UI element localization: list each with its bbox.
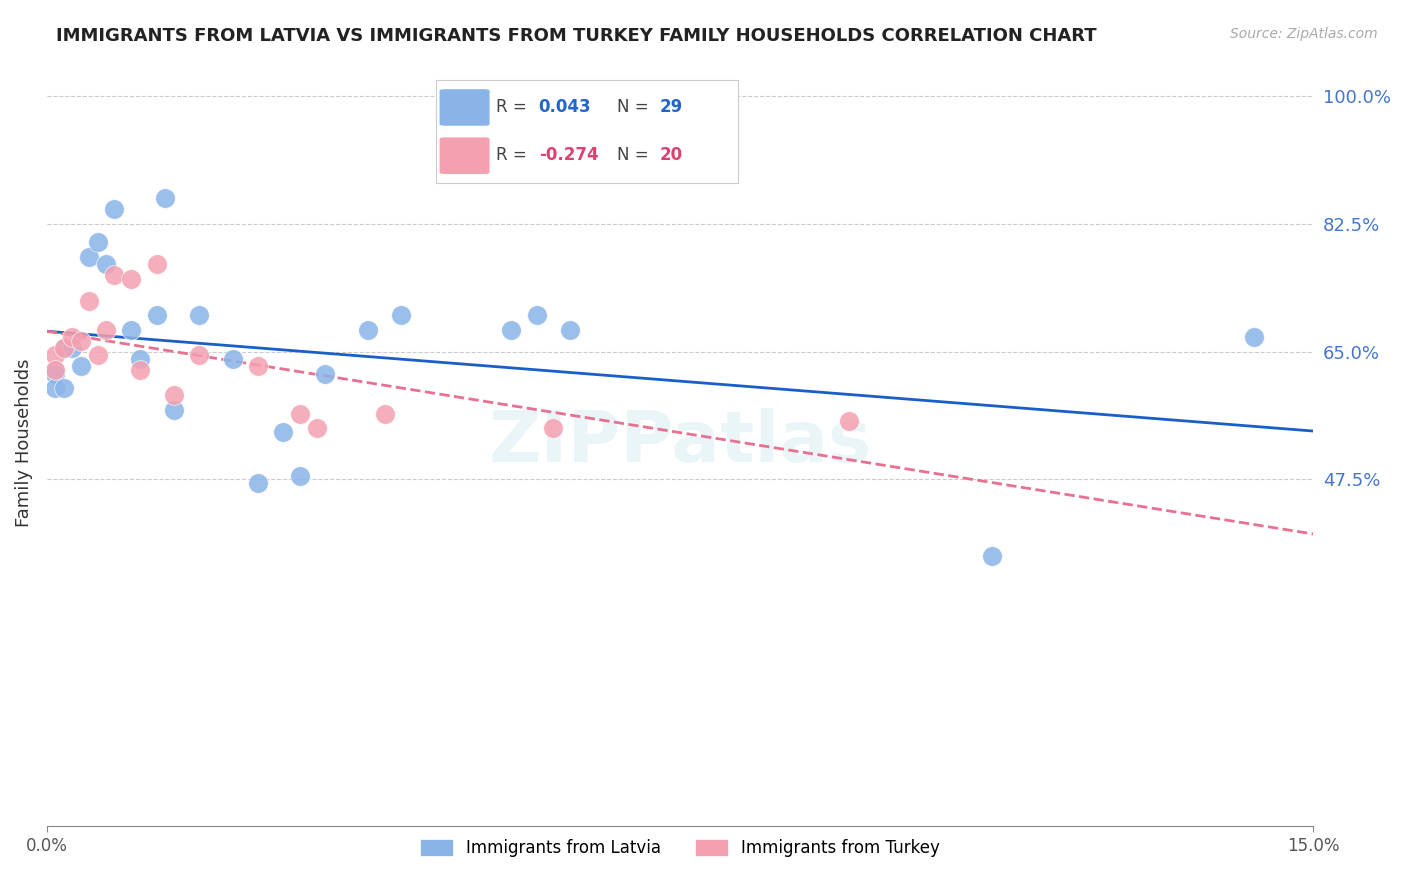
Text: 0.043: 0.043: [538, 98, 592, 116]
Point: [52, 341, 75, 355]
Point: [120, 323, 142, 337]
Point: [103, 202, 125, 217]
Point: [52, 381, 75, 395]
Text: Source: ZipAtlas.com: Source: ZipAtlas.com: [1230, 27, 1378, 41]
Point: [162, 388, 184, 402]
Y-axis label: Family Households: Family Households: [15, 359, 32, 527]
Point: [305, 421, 328, 435]
Point: [86, 235, 108, 249]
Point: [94, 257, 117, 271]
Text: N =: N =: [617, 146, 654, 164]
Point: [374, 407, 396, 421]
Point: [145, 257, 167, 271]
Point: [153, 191, 176, 205]
Point: [77, 293, 100, 308]
Point: [838, 414, 860, 428]
Point: [1243, 330, 1265, 344]
Point: [128, 363, 150, 377]
Point: [69, 334, 91, 348]
Point: [187, 308, 209, 322]
Point: [501, 323, 523, 337]
Point: [981, 549, 1004, 563]
Point: [288, 407, 311, 421]
Point: [271, 425, 294, 439]
Point: [246, 359, 269, 374]
Point: [315, 367, 337, 381]
Text: N =: N =: [617, 98, 654, 116]
Point: [543, 421, 565, 435]
Point: [52, 341, 75, 355]
Point: [44, 363, 66, 377]
Point: [60, 330, 83, 344]
Text: 29: 29: [659, 98, 683, 116]
Point: [44, 348, 66, 362]
FancyBboxPatch shape: [439, 88, 491, 127]
Point: [526, 308, 548, 322]
Text: R =: R =: [496, 98, 533, 116]
Point: [94, 323, 117, 337]
Point: [221, 351, 243, 366]
Point: [60, 341, 83, 355]
Point: [77, 250, 100, 264]
Point: [560, 323, 582, 337]
Text: ZIPPatlas: ZIPPatlas: [488, 409, 872, 477]
Text: -0.274: -0.274: [538, 146, 599, 164]
Text: IMMIGRANTS FROM LATVIA VS IMMIGRANTS FROM TURKEY FAMILY HOUSEHOLDS CORRELATION C: IMMIGRANTS FROM LATVIA VS IMMIGRANTS FRO…: [56, 27, 1097, 45]
Point: [44, 381, 66, 395]
Point: [86, 348, 108, 362]
Point: [162, 403, 184, 417]
Legend: Immigrants from Latvia, Immigrants from Turkey: Immigrants from Latvia, Immigrants from …: [413, 832, 948, 864]
Point: [288, 468, 311, 483]
Text: 20: 20: [659, 146, 683, 164]
Point: [69, 359, 91, 374]
Point: [145, 308, 167, 322]
Point: [357, 323, 380, 337]
Point: [103, 268, 125, 282]
Point: [187, 348, 209, 362]
Point: [44, 363, 66, 377]
Point: [391, 308, 413, 322]
Point: [120, 271, 142, 285]
Point: [246, 476, 269, 491]
Text: R =: R =: [496, 146, 533, 164]
Point: [44, 367, 66, 381]
FancyBboxPatch shape: [439, 136, 491, 175]
Point: [128, 351, 150, 366]
